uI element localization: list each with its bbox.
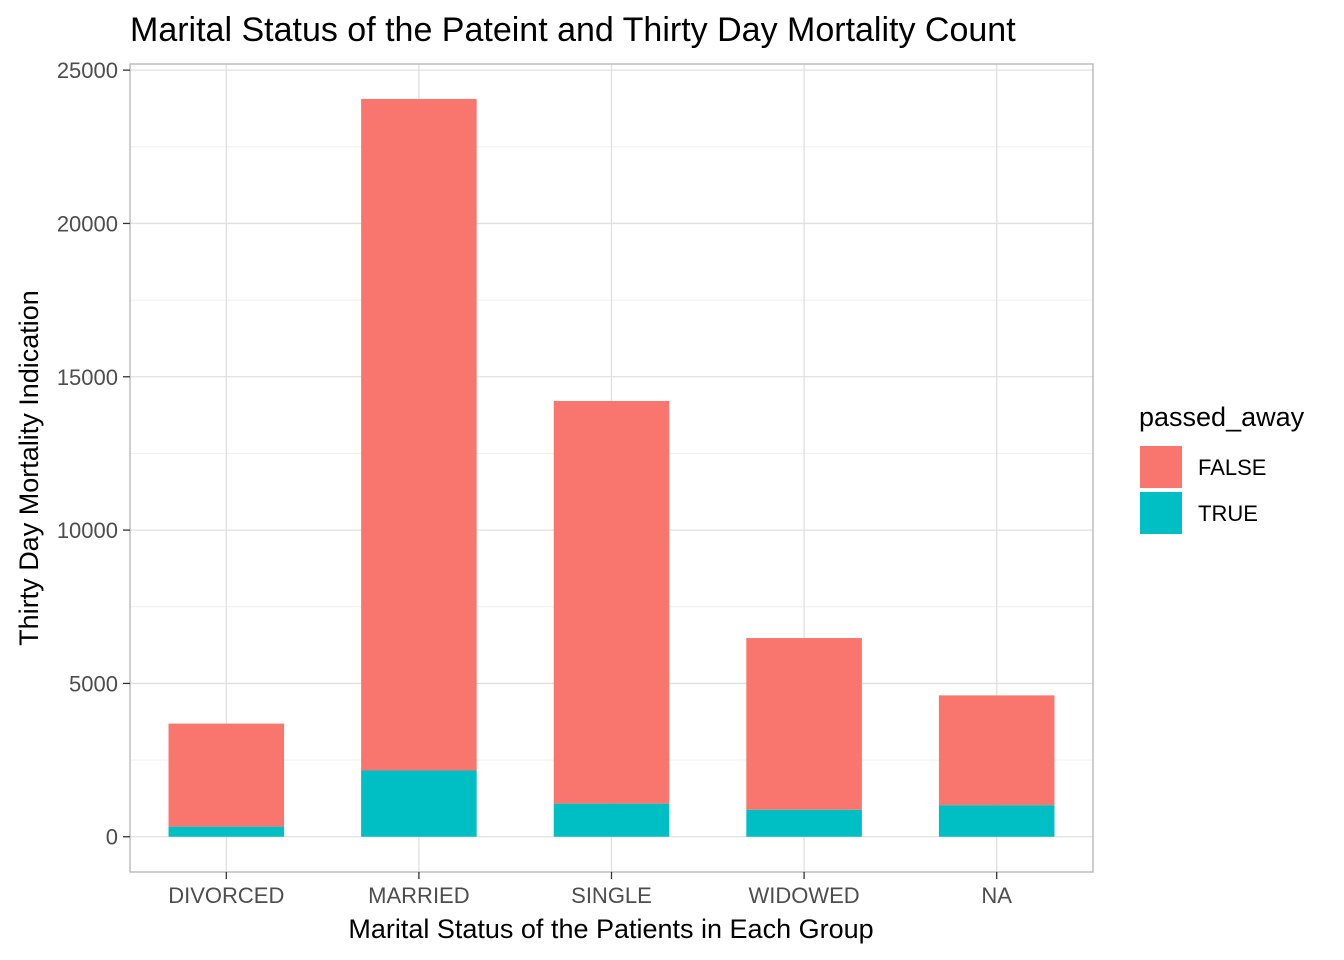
y-tick-label: 0 <box>106 825 118 850</box>
y-tick-label: 25000 <box>57 58 118 83</box>
x-tick-label: SINGLE <box>571 883 652 908</box>
y-tick-label: 5000 <box>69 671 118 696</box>
y-axis-ticks: 0 5000 10000 15000 20000 25000 <box>57 58 130 850</box>
y-tick-label: 15000 <box>57 365 118 390</box>
y-axis-title: Thirty Day Mortality Indication <box>14 290 44 646</box>
x-tick-label: MARRIED <box>368 883 469 908</box>
legend-label-true: TRUE <box>1198 501 1258 526</box>
y-tick-label: 20000 <box>57 211 118 236</box>
bar-widowed-true <box>746 809 862 837</box>
chart-title: Marital Status of the Pateint and Thirty… <box>130 11 1016 49</box>
legend-swatch-false <box>1140 446 1182 488</box>
bar-widowed-false <box>746 638 862 810</box>
x-tick-label: NA <box>981 883 1012 908</box>
bar-na-true <box>938 805 1055 837</box>
y-tick-label: 10000 <box>57 518 118 543</box>
x-axis-ticks: DIVORCED MARRIED SINGLE WIDOWED NA <box>168 872 1012 908</box>
bar-married-true <box>361 770 477 837</box>
x-tick-label: DIVORCED <box>168 883 284 908</box>
legend-label-false: FALSE <box>1198 455 1266 480</box>
bar-single-true <box>553 803 670 837</box>
bars <box>168 98 1055 837</box>
bar-divorced-false <box>168 723 285 827</box>
x-axis-title: Marital Status of the Patients in Each G… <box>348 914 873 944</box>
bar-divorced-true <box>168 826 285 837</box>
bar-married-false <box>361 98 477 771</box>
x-tick-label: WIDOWED <box>748 883 859 908</box>
bar-single-false <box>553 400 670 804</box>
legend-swatch-true <box>1140 492 1182 534</box>
bar-na-false <box>938 695 1055 806</box>
legend: passed_away FALSE TRUE <box>1139 402 1305 534</box>
legend-title: passed_away <box>1139 402 1305 432</box>
